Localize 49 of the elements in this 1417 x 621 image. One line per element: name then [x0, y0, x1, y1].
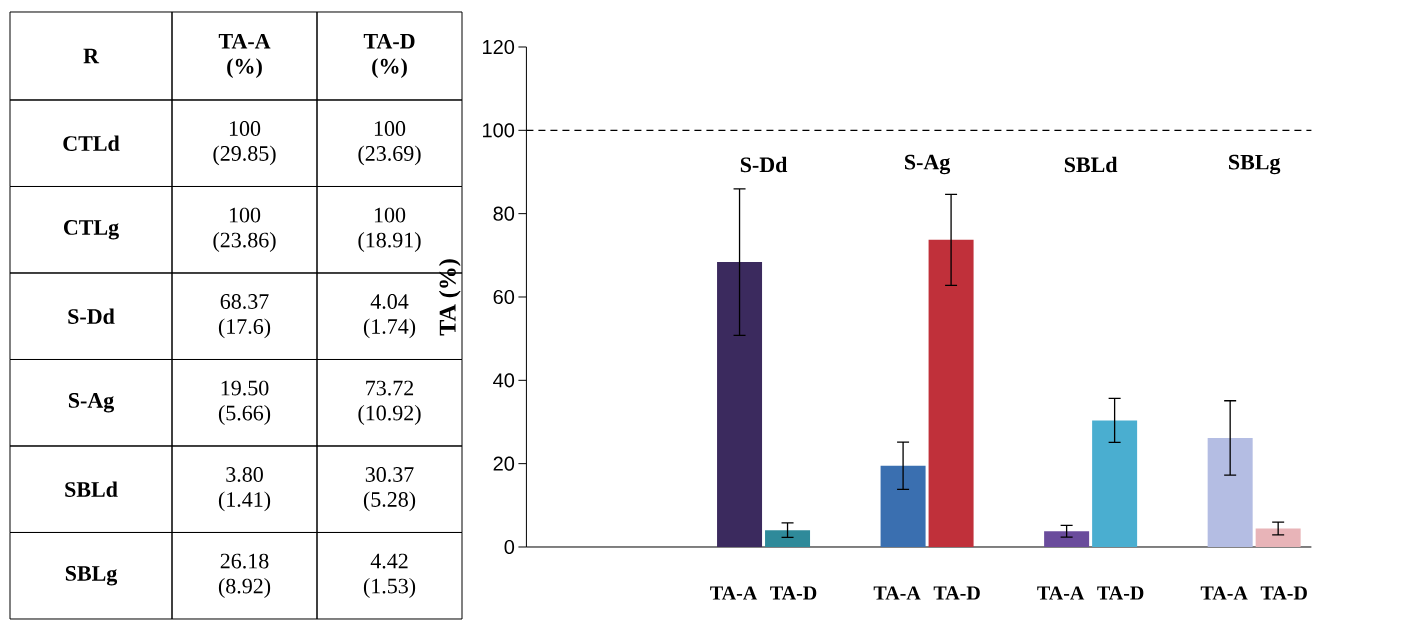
series-label: TA-A — [710, 586, 758, 600]
bar — [717, 262, 763, 547]
category-label: CTLg — [63, 220, 119, 240]
text: 4.04 (1.74) — [363, 294, 416, 339]
y-tick-label: 40 — [493, 373, 515, 388]
y-tick-label: 100 — [483, 123, 515, 138]
bar — [1092, 420, 1138, 547]
text: 100 (18.91) — [358, 207, 421, 252]
bar — [880, 465, 926, 547]
x-tick-label: SBLd — [1064, 156, 1118, 173]
category-label: CTLd — [63, 135, 120, 151]
bar — [1255, 528, 1301, 547]
category-label: SBLg — [65, 566, 118, 586]
bar — [1044, 531, 1090, 547]
text: 26.18 (8.92) — [218, 553, 271, 598]
y-tick-label: 60 — [493, 289, 515, 305]
category-label: SBLd — [65, 481, 118, 497]
y-tick-label: 0 — [504, 539, 515, 555]
x-tick-label: S-Ag — [905, 154, 951, 175]
y-tick-label: 80 — [493, 206, 515, 221]
text: TA-A — [873, 586, 921, 600]
y-axis-title: TA (%) — [438, 259, 461, 336]
category-label: TA-D (%) — [363, 33, 415, 79]
text: 100 (23.69) — [358, 121, 421, 166]
text: 19.50 (5.66) — [218, 380, 271, 425]
y-tick-label: 20 — [493, 456, 515, 471]
text: TA-D — [933, 586, 980, 600]
text: 100 (23.86) — [213, 207, 276, 252]
text: 30.37 (5.28) — [363, 467, 416, 512]
category-label: S-Dd — [68, 308, 115, 324]
y-tick-label: 120 — [483, 39, 515, 55]
category-label: S-Ag — [68, 393, 115, 413]
text: R — [83, 48, 100, 64]
x-tick-label: S-Dd — [740, 156, 788, 173]
text: 73.72 (10.92) — [358, 380, 421, 425]
text: TA-A — [1200, 586, 1248, 600]
x-tick-label: SBLg — [1229, 154, 1281, 175]
text: 4.42 (1.53) — [363, 553, 416, 598]
text: 3.80 (1.41) — [218, 467, 271, 512]
text: 100 (29.85) — [213, 121, 276, 166]
text: TA-D — [1097, 586, 1144, 600]
text: TA-D — [1260, 586, 1307, 600]
series-label: TA-D — [770, 586, 817, 600]
bar — [928, 239, 974, 547]
text: 68.37 (17.6) — [218, 294, 271, 339]
text: TA-A — [1037, 586, 1085, 600]
bar — [1207, 437, 1253, 547]
category-label: TA-A (%) — [218, 33, 271, 79]
bar — [765, 530, 811, 547]
